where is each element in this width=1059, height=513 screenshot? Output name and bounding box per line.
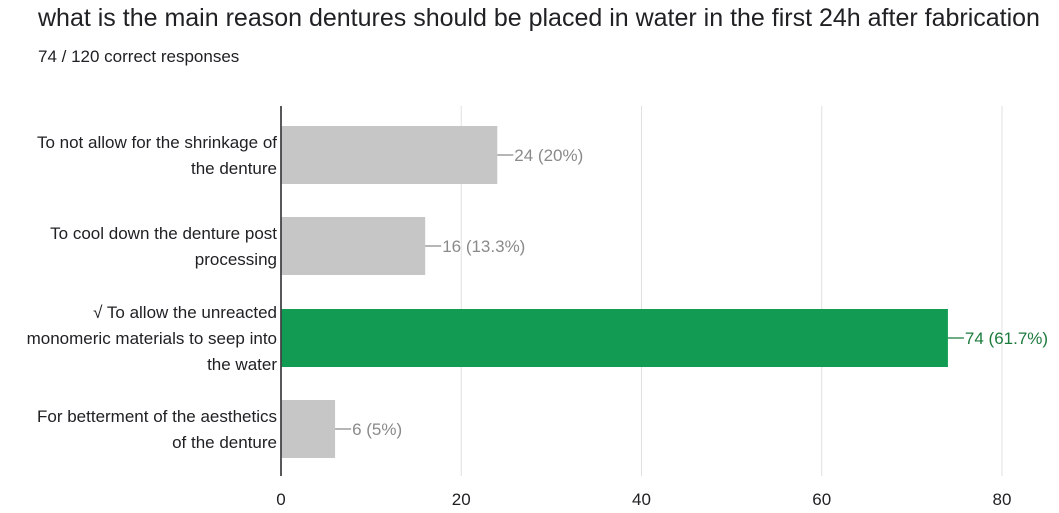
data-label: 74 (61.7%) [965,329,1048,348]
category-labels: To not allow for the shrinkage of the den… [27,133,278,452]
data-label: 6 (5%) [352,420,402,439]
data-labels: 24 (20%) 16 (13.3%) 74 (61.7%) 6 (5%) [335,146,1048,439]
x-tick-label: 20 [452,490,471,509]
x-axis-ticks: 0 20 40 60 80 [276,490,1011,509]
category-label: To cool down the denture post processing [50,224,277,269]
category-label-line: the denture [191,159,277,178]
category-label: To not allow for the shrinkage of the den… [37,133,277,178]
correct-responses-count: 74 / 120 correct responses [38,47,240,66]
bar [281,400,336,458]
bar [281,126,498,184]
x-tick-label: 60 [812,490,831,509]
category-label-line: To cool down the denture post [50,224,277,243]
question-title: what is the main reason dentures should … [38,4,1040,32]
category-label: √ To allow the unreacted monomeric materi… [27,303,278,374]
x-tick-label: 80 [993,490,1012,509]
bar-correct [281,309,948,367]
category-label-line: √ To allow the unreacted [93,303,277,322]
data-label: 24 (20%) [514,146,583,165]
category-label: For betterment of the aesthetics of the d… [37,407,277,452]
category-label-line: monomeric materials to seep into [27,329,277,348]
x-tick-label: 0 [276,490,285,509]
bars [281,126,948,458]
x-tick-label: 40 [632,490,651,509]
data-label: 16 (13.3%) [442,237,525,256]
category-label-line: of the denture [172,433,277,452]
category-label-line: To not allow for the shrinkage of [37,133,277,152]
category-label-line: processing [195,250,277,269]
category-label-line: the water [207,355,277,374]
category-label-line: For betterment of the aesthetics [37,407,277,426]
bar [281,217,426,275]
